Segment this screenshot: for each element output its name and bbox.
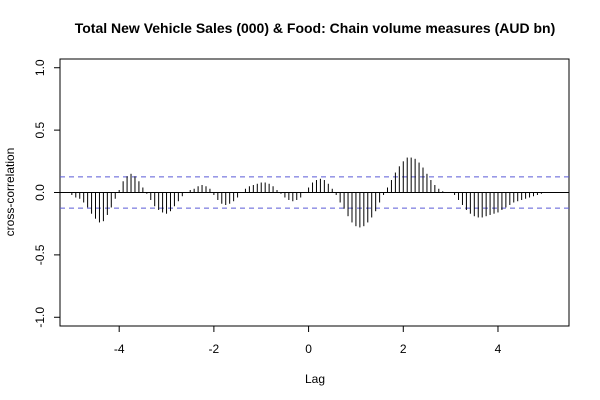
y-tick-label: -0.5 (33, 244, 47, 265)
y-tick-label: 0.0 (33, 184, 47, 201)
y-tick-label: 0.5 (33, 121, 47, 138)
x-tick-label: 0 (305, 342, 312, 356)
x-tick-label: -4 (114, 342, 125, 356)
x-tick-label: 4 (495, 342, 502, 356)
y-axis-label: cross-correlation (3, 148, 17, 237)
y-tick-label: 1.0 (33, 59, 47, 76)
x-tick-label: -2 (209, 342, 220, 356)
y-tick-label: -1.0 (33, 307, 47, 328)
x-tick-label: 2 (400, 342, 407, 356)
chart-title: Total New Vehicle Sales (000) & Food: Ch… (75, 20, 556, 36)
x-axis-label: Lag (305, 372, 325, 386)
plot-area: -4 -2 0 2 4 -1.0 -0.5 0.0 0.5 1.0 (33, 58, 570, 356)
